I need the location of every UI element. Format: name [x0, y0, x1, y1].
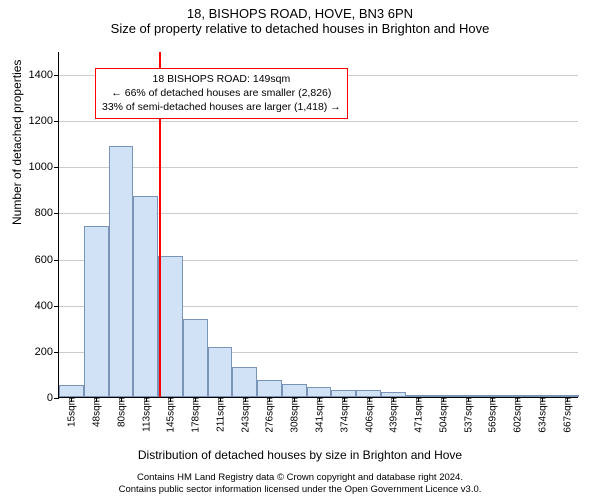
xtick-label: 178sqm	[189, 397, 202, 433]
xtick-label: 374sqm	[337, 397, 350, 433]
footer-attribution: Contains HM Land Registry data © Crown c…	[0, 472, 600, 496]
xtick-label: 504sqm	[436, 397, 449, 433]
annotation-box: 18 BISHOPS ROAD: 149sqm ← 66% of detache…	[95, 68, 348, 119]
histogram-bar	[406, 395, 431, 397]
xtick-label: 145sqm	[164, 397, 177, 433]
histogram-bar	[505, 395, 530, 397]
ytick-label: 200	[35, 346, 59, 358]
chart-title-address: 18, BISHOPS ROAD, HOVE, BN3 6PN	[0, 6, 600, 21]
xtick-label: 48sqm	[90, 397, 103, 427]
xtick-label: 243sqm	[238, 397, 251, 433]
histogram-bar	[59, 385, 84, 397]
xtick-label: 308sqm	[288, 397, 301, 433]
ytick-label: 0	[47, 392, 59, 404]
xtick-label: 80sqm	[114, 397, 127, 427]
xtick-label: 15sqm	[65, 397, 78, 427]
histogram-bar	[158, 256, 183, 397]
xtick-label: 569sqm	[486, 397, 499, 433]
histogram-bar	[133, 196, 158, 397]
histogram-bar	[356, 390, 381, 397]
ytick-label: 600	[35, 254, 59, 266]
xtick-label: 406sqm	[362, 397, 375, 433]
xtick-label: 341sqm	[313, 397, 326, 433]
ytick-label: 1200	[29, 115, 59, 127]
xtick-label: 667sqm	[560, 397, 573, 433]
xtick-label: 276sqm	[263, 397, 276, 433]
histogram-bar	[208, 347, 233, 397]
histogram-bar	[84, 226, 109, 397]
xtick-label: 471sqm	[412, 397, 425, 433]
x-axis-label: Distribution of detached houses by size …	[0, 448, 600, 462]
histogram-bar	[307, 387, 332, 397]
xtick-label: 211sqm	[213, 397, 226, 432]
ytick-label: 1000	[29, 161, 59, 173]
annotation-line-1: 18 BISHOPS ROAD: 149sqm	[102, 72, 341, 86]
histogram-bar	[257, 380, 282, 397]
xtick-label: 602sqm	[511, 397, 524, 433]
ytick-label: 1400	[29, 69, 59, 81]
xtick-label: 113sqm	[139, 397, 152, 432]
histogram-bar	[529, 395, 554, 397]
xtick-label: 439sqm	[387, 397, 400, 433]
y-axis-label: Number of detached properties	[10, 60, 24, 225]
histogram-bar	[381, 392, 406, 397]
xtick-label: 537sqm	[461, 397, 474, 433]
histogram-bar	[282, 384, 307, 397]
ytick-label: 400	[35, 300, 59, 312]
xtick-label: 634sqm	[535, 397, 548, 433]
histogram-bar	[554, 395, 579, 397]
histogram-bar	[480, 395, 505, 397]
annotation-line-3: 33% of semi-detached houses are larger (…	[102, 100, 341, 114]
histogram-bar	[455, 395, 480, 397]
annotation-line-2: ← 66% of detached houses are smaller (2,…	[102, 86, 341, 100]
histogram-bar	[430, 395, 455, 397]
chart-title-subtitle: Size of property relative to detached ho…	[0, 21, 600, 36]
footer-line-2: Contains public sector information licen…	[0, 484, 600, 496]
ytick-label: 800	[35, 207, 59, 219]
histogram-bar	[109, 146, 134, 397]
chart-title-block: 18, BISHOPS ROAD, HOVE, BN3 6PN Size of …	[0, 0, 600, 36]
histogram-bar	[232, 367, 257, 397]
histogram-bar	[183, 319, 208, 397]
footer-line-1: Contains HM Land Registry data © Crown c…	[0, 472, 600, 484]
histogram-plot-area: 18 BISHOPS ROAD: 149sqm ← 66% of detache…	[58, 52, 578, 398]
histogram-bar	[331, 390, 356, 397]
